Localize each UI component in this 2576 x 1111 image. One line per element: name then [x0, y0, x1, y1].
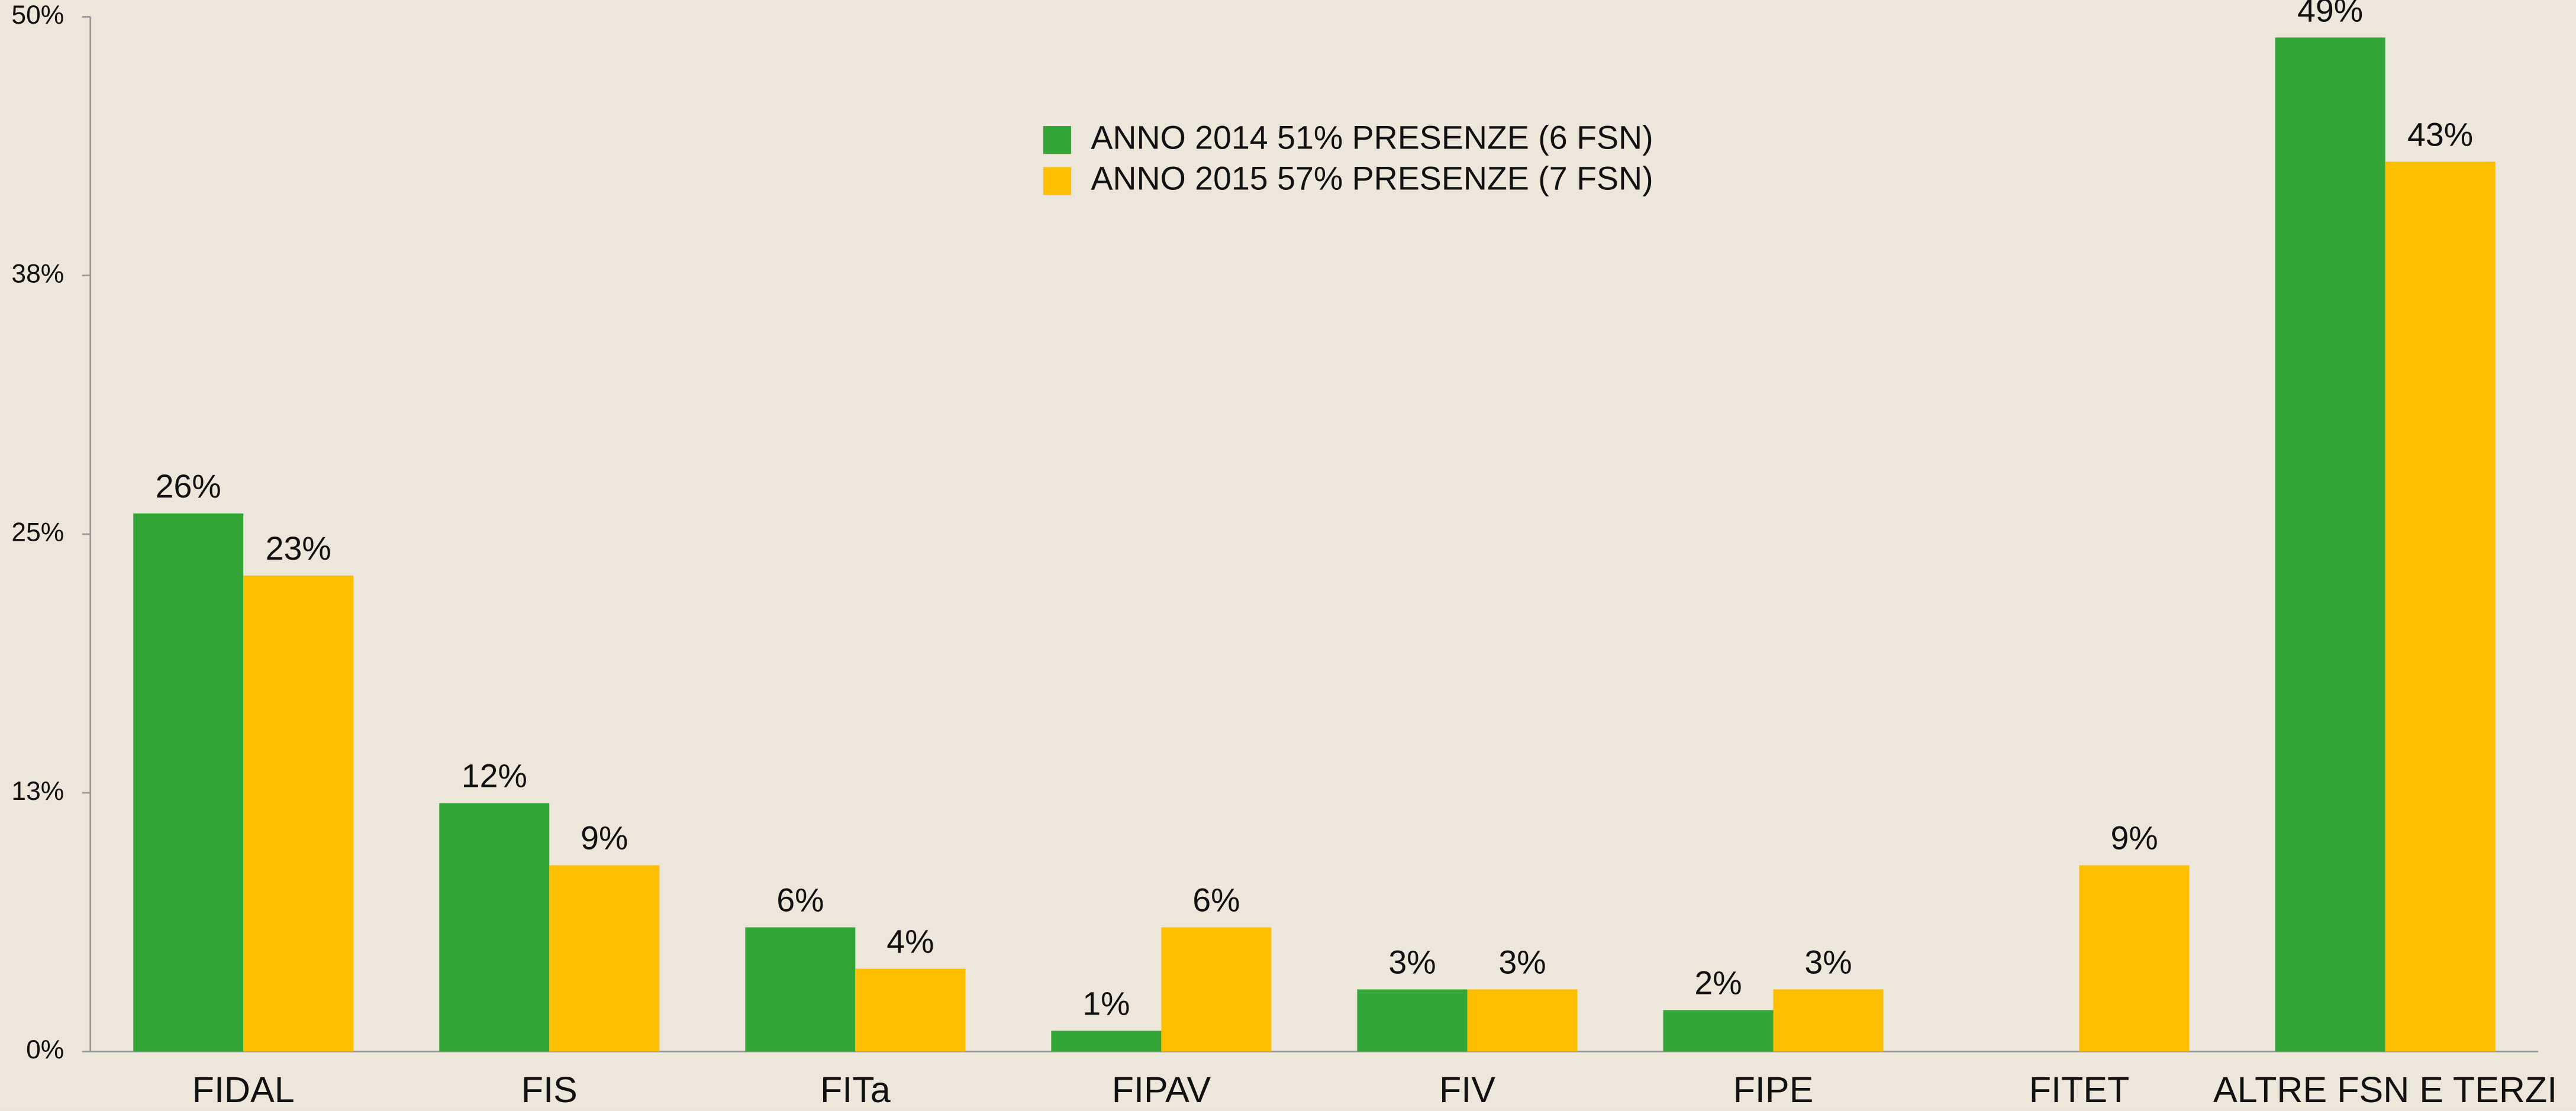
value-label: 6% [776, 882, 824, 919]
bar [1357, 989, 1468, 1052]
y-tick-label: 0% [26, 1035, 64, 1064]
bar [1467, 989, 1578, 1052]
value-label: 12% [462, 758, 527, 795]
bar [439, 803, 550, 1052]
value-label: 9% [2110, 820, 2158, 857]
bar [1663, 1010, 1774, 1052]
y-tick-label: 38% [11, 259, 64, 288]
y-tick-label: 50% [11, 1, 64, 30]
y-tick-label: 25% [11, 518, 64, 547]
legend-swatch [1043, 126, 1072, 154]
x-tick-label: ALTRE FSN E TERZI [2213, 1070, 2557, 1110]
legend-label: ANNO 2014 51% PRESENZE (6 FSN) [1091, 119, 1653, 156]
bar [1773, 989, 1884, 1052]
value-label: 26% [156, 468, 221, 505]
bar [2275, 37, 2385, 1052]
value-label: 23% [266, 530, 331, 567]
bar [1051, 1031, 1162, 1052]
value-label: 1% [1082, 985, 1130, 1022]
x-tick-label: FIV [1439, 1070, 1495, 1110]
value-label: 9% [581, 820, 628, 857]
value-label: 3% [1498, 944, 1546, 980]
legend-swatch [1043, 167, 1072, 195]
value-label: 49% [2297, 0, 2363, 28]
y-tick-label: 13% [11, 777, 64, 806]
value-label: 43% [2407, 116, 2473, 153]
bar [549, 865, 660, 1052]
bar [2385, 162, 2496, 1052]
bar [2079, 865, 2190, 1052]
x-tick-label: FIPE [1733, 1070, 1814, 1110]
x-tick-label: FITET [2029, 1070, 2130, 1110]
bar [855, 968, 966, 1052]
x-tick-label: FITa [820, 1070, 891, 1110]
x-tick-label: FIS [521, 1070, 578, 1110]
bar [133, 513, 244, 1052]
bar [243, 575, 354, 1052]
value-label: 2% [1694, 964, 1742, 1001]
x-tick-label: FIPAV [1112, 1070, 1211, 1110]
x-tick-label: FIDAL [192, 1070, 295, 1110]
value-label: 3% [1388, 944, 1436, 980]
bar [1161, 927, 1272, 1052]
legend-label: ANNO 2015 57% PRESENZE (7 FSN) [1091, 160, 1653, 197]
value-label: 3% [1804, 944, 1852, 980]
value-label: 6% [1192, 882, 1240, 919]
bar [745, 927, 856, 1052]
value-label: 4% [886, 923, 934, 960]
